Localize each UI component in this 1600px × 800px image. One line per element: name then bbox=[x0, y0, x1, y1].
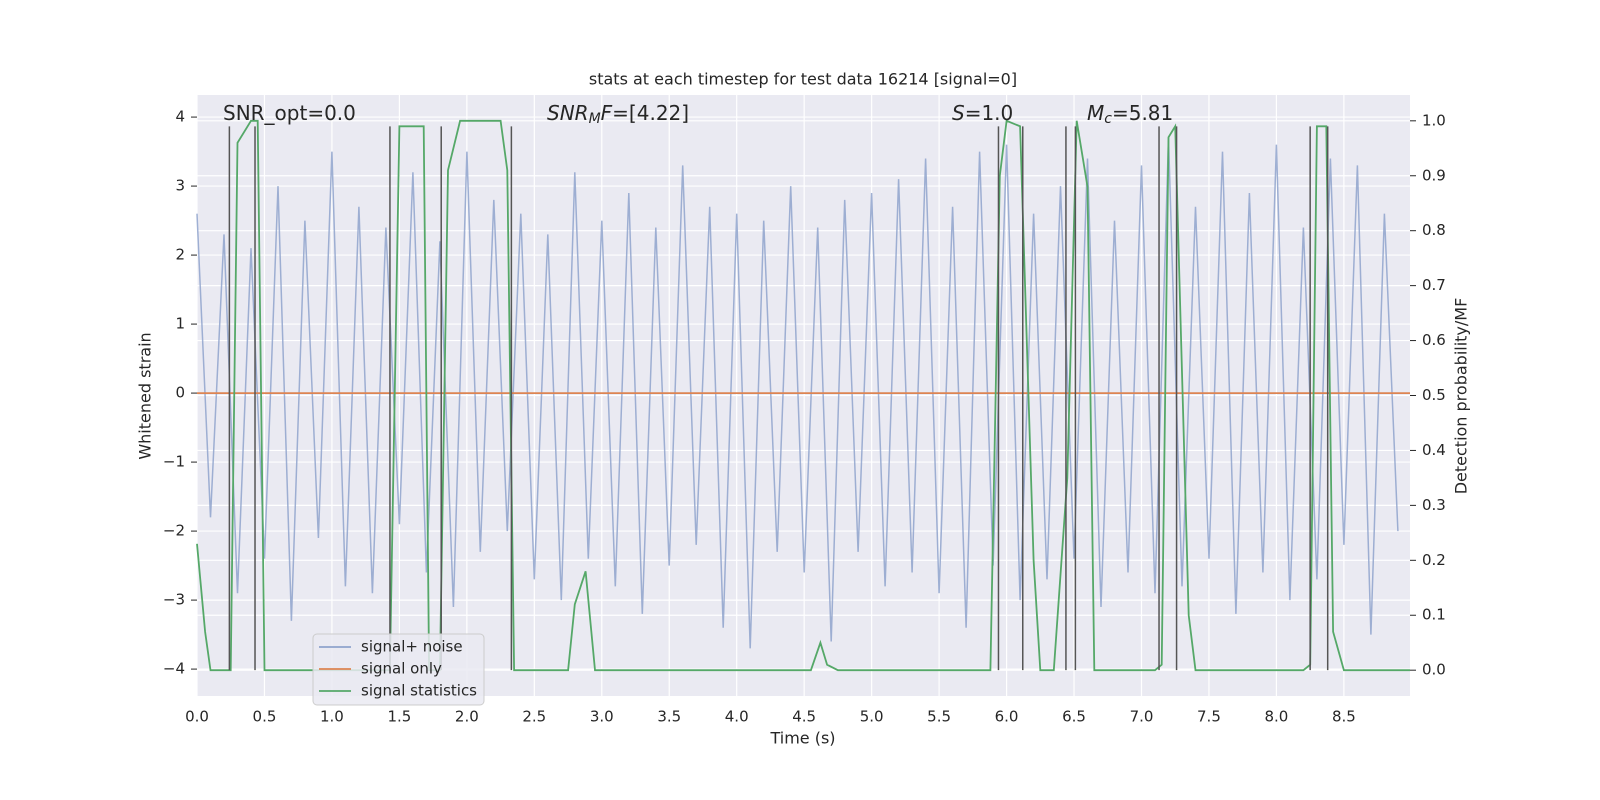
y2-tick-label: 0.5 bbox=[1422, 386, 1446, 404]
y2-tick-label: 0.6 bbox=[1422, 331, 1446, 349]
y-tick-label: 0 bbox=[175, 384, 185, 402]
x-tick-label: 6.0 bbox=[995, 708, 1019, 726]
annotation: S=1.0 bbox=[952, 101, 1013, 125]
x-tick-label: 0.0 bbox=[185, 708, 209, 726]
y2-tick-label: 0.3 bbox=[1422, 496, 1446, 514]
series-line bbox=[196, 137, 1399, 649]
x-tick-label: 7.0 bbox=[1130, 708, 1154, 726]
x-tick-label: 2.5 bbox=[522, 708, 546, 726]
annotation-part: =5.81 bbox=[1112, 101, 1173, 125]
annotation-part: c bbox=[1104, 111, 1112, 127]
x-tick-label: 1.0 bbox=[320, 708, 344, 726]
y-tick-label: 3 bbox=[175, 177, 185, 195]
x-tick-label: 1.5 bbox=[387, 708, 411, 726]
y2-tick-label: 0.9 bbox=[1422, 166, 1446, 184]
legend-label: signal statistics bbox=[361, 682, 477, 700]
annotation-part: S bbox=[952, 101, 965, 125]
x-tick-label: 2.0 bbox=[455, 708, 479, 726]
legend-label: signal+ noise bbox=[361, 638, 463, 656]
annotation-part: SNR_opt=0.0 bbox=[223, 101, 356, 125]
legend-label: signal only bbox=[361, 660, 442, 678]
y2-tick-label: 0.8 bbox=[1422, 221, 1446, 239]
y2-tick-label: 0.2 bbox=[1422, 551, 1446, 569]
y2-axis-label: Detection probability/MF bbox=[1452, 298, 1471, 495]
grid bbox=[196, 95, 1410, 696]
x-tick-label: 5.5 bbox=[927, 708, 951, 726]
x-tick-label: 8.0 bbox=[1264, 708, 1288, 726]
y2-tick-label: 0.1 bbox=[1422, 606, 1446, 624]
y-tick-label: −1 bbox=[163, 453, 185, 471]
chart-title: stats at each timestep for test data 162… bbox=[589, 70, 1017, 89]
annotation: SNR_opt=0.0 bbox=[223, 101, 356, 125]
annotation-part: =[4.22] bbox=[612, 101, 689, 125]
x-tick-label: 3.5 bbox=[657, 708, 681, 726]
x-tick-label: 4.0 bbox=[725, 708, 749, 726]
y-tick-label: 1 bbox=[175, 315, 185, 333]
x-axis-label: Time (s) bbox=[769, 729, 835, 748]
x-tick-label: 8.5 bbox=[1332, 708, 1356, 726]
marks bbox=[196, 119, 1410, 672]
labels: 0.0 0.5 1.0 1.5 2.0 2.5 3.0 3.5 4.0 4.5 5.0 5.5 6.0 6… bbox=[163, 101, 1446, 726]
annotation-part: M bbox=[589, 111, 601, 127]
y-tick-label: 2 bbox=[175, 246, 185, 264]
x-tick-label: 5.0 bbox=[860, 708, 884, 726]
y-axis-label: Whitened strain bbox=[136, 332, 155, 459]
y-tick-label: −3 bbox=[163, 591, 185, 609]
y2-tick-label: 1.0 bbox=[1422, 111, 1446, 129]
y2-tick-label: 0.7 bbox=[1422, 276, 1446, 294]
x-tick-label: 3.0 bbox=[590, 708, 614, 726]
y-tick-label: 4 bbox=[175, 108, 185, 126]
y-tick-label: −4 bbox=[163, 660, 185, 678]
x-tick-label: 4.5 bbox=[792, 708, 816, 726]
annotation: Mc=5.81 bbox=[1087, 101, 1173, 128]
legend-box bbox=[312, 633, 485, 706]
y2-tick-label: 0.0 bbox=[1422, 661, 1446, 679]
x-tick-label: 6.5 bbox=[1062, 708, 1086, 726]
annotation-part: =1.0 bbox=[965, 101, 1014, 125]
annotation: SNRMF=[4.22] bbox=[547, 101, 689, 128]
x-tick-label: 7.5 bbox=[1197, 708, 1221, 726]
series-line bbox=[196, 119, 1410, 672]
annotation-part: F bbox=[601, 101, 613, 125]
annotation-part: M bbox=[1087, 101, 1104, 125]
x-tick-label: 0.5 bbox=[253, 708, 277, 726]
y2-tick-label: 0.4 bbox=[1422, 441, 1446, 459]
annotation-part: SNR bbox=[547, 101, 589, 125]
y-tick-label: −2 bbox=[163, 522, 185, 540]
